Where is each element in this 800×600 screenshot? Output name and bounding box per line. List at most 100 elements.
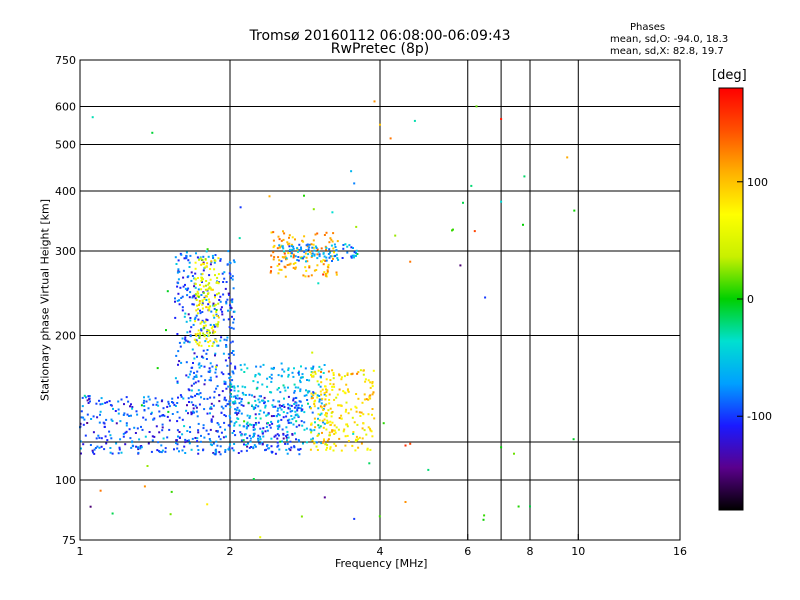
data-point bbox=[298, 440, 301, 443]
data-point bbox=[333, 243, 336, 246]
data-point bbox=[153, 435, 156, 438]
data-point bbox=[278, 425, 281, 428]
data-point bbox=[109, 404, 112, 406]
data-point bbox=[355, 249, 358, 252]
data-point bbox=[292, 423, 295, 426]
data-point bbox=[290, 255, 293, 258]
data-point bbox=[289, 407, 291, 410]
data-point bbox=[201, 311, 204, 313]
data-point bbox=[216, 430, 219, 433]
data-point bbox=[272, 415, 275, 417]
data-point bbox=[202, 349, 205, 352]
data-point bbox=[281, 405, 283, 407]
data-point bbox=[307, 390, 310, 393]
data-point bbox=[270, 437, 273, 440]
data-point bbox=[371, 385, 374, 388]
data-point bbox=[204, 258, 207, 260]
data-point bbox=[325, 256, 328, 259]
data-point bbox=[89, 400, 91, 403]
data-point bbox=[131, 440, 134, 443]
data-point bbox=[300, 515, 303, 518]
data-point bbox=[276, 409, 279, 412]
data-point bbox=[196, 440, 199, 443]
data-point bbox=[365, 398, 368, 401]
data-point bbox=[317, 383, 320, 386]
data-point bbox=[299, 388, 302, 391]
data-point bbox=[286, 452, 289, 455]
data-point bbox=[333, 385, 336, 388]
data-point bbox=[319, 385, 322, 388]
x-tick-label: 2 bbox=[227, 545, 234, 558]
data-point bbox=[346, 434, 349, 437]
data-point bbox=[313, 429, 316, 432]
data-point bbox=[207, 370, 210, 373]
data-point bbox=[120, 451, 123, 454]
data-point bbox=[312, 239, 315, 242]
data-point bbox=[231, 370, 234, 373]
data-point bbox=[219, 300, 222, 303]
data-point bbox=[294, 255, 297, 258]
data-point bbox=[117, 412, 120, 415]
data-point bbox=[270, 254, 273, 257]
data-point bbox=[318, 253, 321, 256]
data-point bbox=[310, 407, 312, 410]
data-point bbox=[254, 399, 257, 402]
data-point bbox=[283, 265, 286, 268]
data-point bbox=[233, 318, 235, 321]
data-point bbox=[244, 394, 247, 396]
data-point bbox=[341, 257, 344, 259]
data-point bbox=[286, 264, 289, 266]
data-point bbox=[304, 275, 307, 278]
data-point bbox=[209, 376, 212, 379]
data-point bbox=[209, 331, 211, 334]
data-point bbox=[340, 449, 343, 452]
data-point bbox=[286, 419, 289, 422]
data-point bbox=[194, 316, 197, 319]
data-point bbox=[297, 259, 300, 262]
data-point bbox=[195, 334, 198, 337]
data-point bbox=[566, 156, 569, 159]
data-point bbox=[214, 296, 216, 299]
data-point bbox=[298, 453, 301, 456]
data-point bbox=[194, 282, 197, 285]
data-point bbox=[192, 403, 195, 406]
data-point bbox=[216, 323, 219, 326]
data-point bbox=[187, 412, 189, 415]
data-point bbox=[254, 413, 257, 416]
data-point bbox=[573, 209, 576, 212]
data-point bbox=[279, 440, 282, 443]
data-point bbox=[204, 379, 207, 382]
data-point bbox=[294, 262, 297, 264]
data-point bbox=[191, 303, 194, 306]
data-point bbox=[321, 419, 324, 422]
data-point bbox=[178, 270, 181, 273]
data-point bbox=[310, 397, 313, 400]
data-point bbox=[217, 282, 220, 285]
data-point bbox=[186, 439, 189, 442]
data-point bbox=[258, 413, 261, 416]
data-point bbox=[215, 387, 218, 390]
data-point bbox=[166, 405, 169, 408]
data-point bbox=[354, 449, 357, 452]
data-point bbox=[348, 244, 351, 247]
data-point bbox=[212, 452, 215, 454]
data-point bbox=[230, 389, 233, 392]
data-point bbox=[297, 439, 300, 441]
data-point bbox=[202, 424, 205, 427]
data-point bbox=[297, 415, 300, 418]
data-point bbox=[252, 432, 255, 435]
data-point bbox=[181, 418, 184, 421]
data-point bbox=[87, 402, 90, 404]
data-point bbox=[234, 400, 237, 403]
data-point bbox=[225, 399, 228, 402]
data-point bbox=[273, 435, 276, 438]
data-point bbox=[184, 287, 187, 290]
data-point bbox=[319, 390, 322, 393]
data-point bbox=[323, 496, 326, 499]
data-point bbox=[331, 430, 334, 433]
data-point bbox=[238, 424, 241, 427]
data-point bbox=[261, 430, 264, 433]
data-point bbox=[177, 278, 180, 281]
data-point bbox=[350, 246, 353, 249]
data-point bbox=[258, 401, 261, 404]
